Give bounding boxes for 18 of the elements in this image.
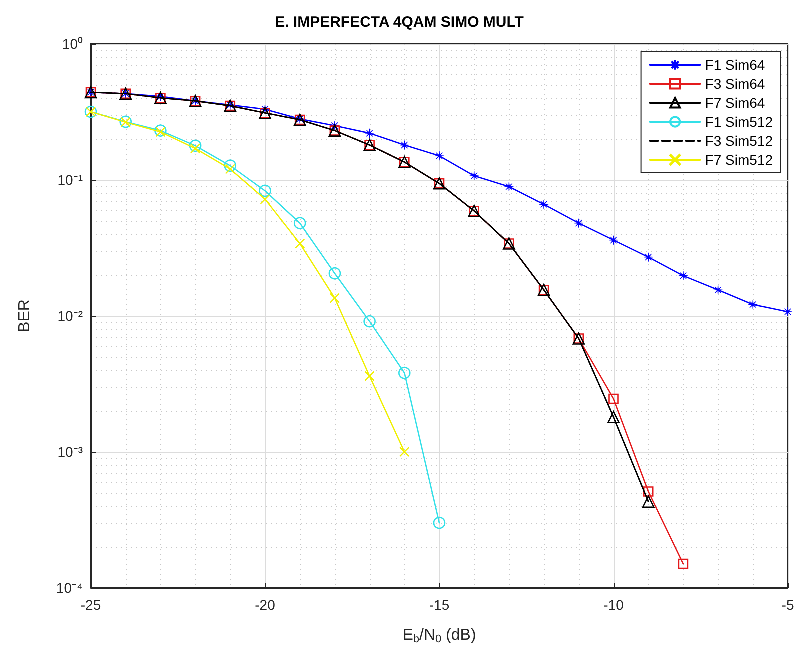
y-axis-title: BER: [16, 300, 34, 332]
x-tick-label: -10: [604, 597, 624, 613]
y-tick-label: 10⁻²: [58, 308, 84, 324]
legend-label: F7 Sim512: [705, 152, 774, 168]
x-tick-label: -5: [782, 597, 794, 613]
x-tick-label: -20: [255, 597, 276, 613]
legend-label: F3 Sim64: [705, 76, 766, 92]
chart-title: E. IMPERFECTA 4QAM SIMO MULT: [275, 14, 524, 31]
y-tick-label: 10⁻¹: [58, 172, 84, 188]
y-tick-label: 10⁻⁴: [56, 580, 83, 596]
y-tick-label: 10⁰: [62, 36, 83, 52]
y-tick-label: 10⁻³: [58, 444, 84, 460]
x-tick-label: -25: [80, 597, 102, 613]
legend-label: F1 Sim512: [705, 114, 774, 130]
legend-label: F1 Sim64: [705, 57, 766, 73]
legend-label: F7 Sim64: [705, 95, 766, 111]
x-tick-label: -15: [429, 597, 450, 613]
legend-label: F3 Sim512: [705, 133, 774, 149]
